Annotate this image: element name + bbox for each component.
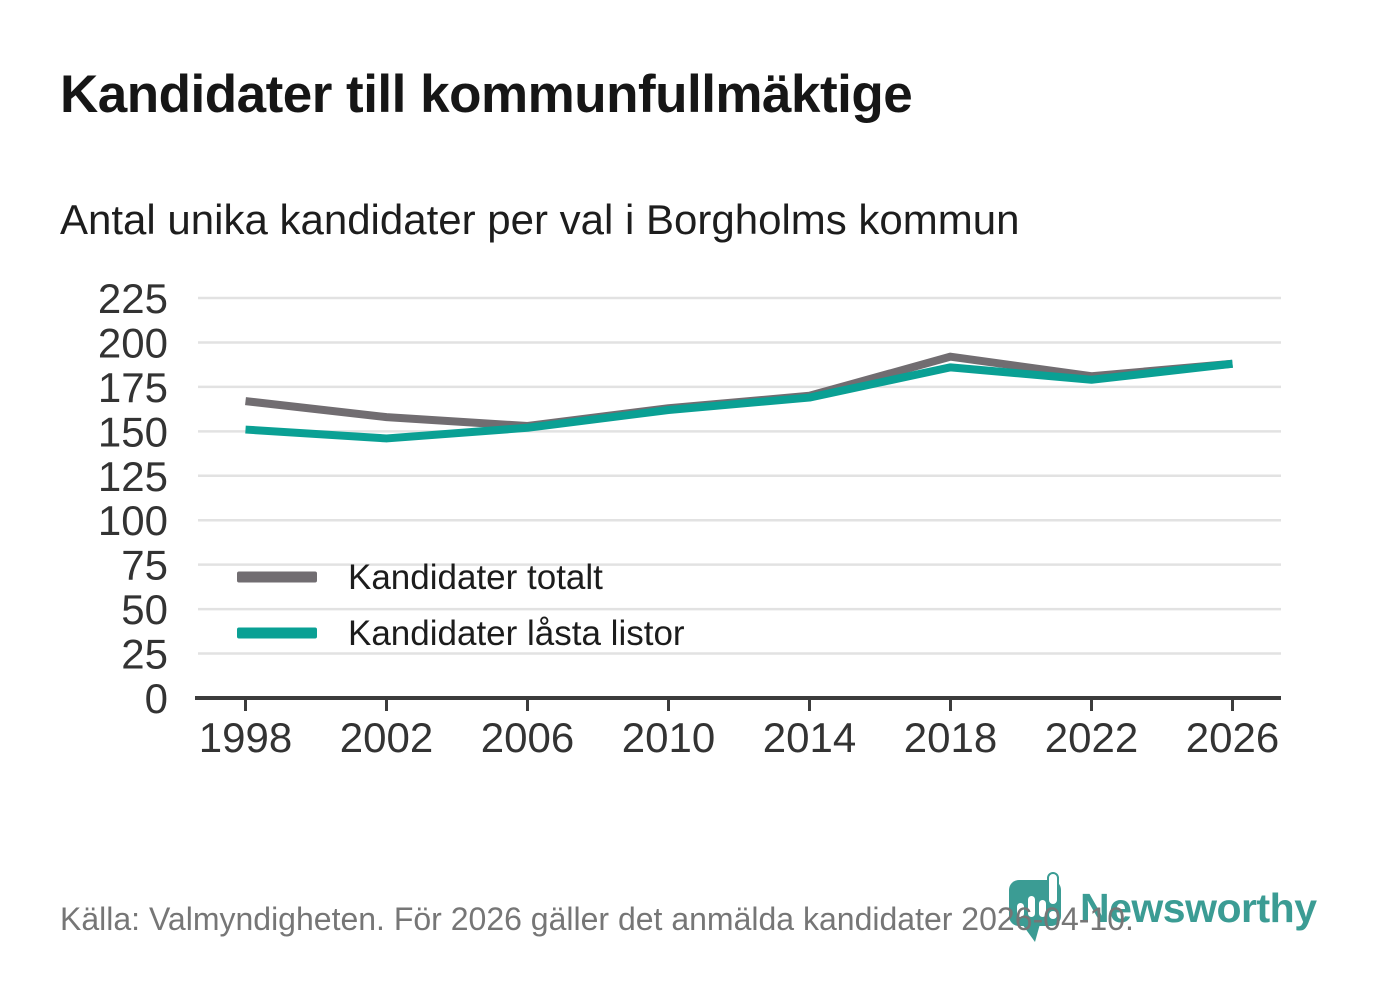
y-tick-label: 175 xyxy=(98,364,168,411)
legend-swatch-0 xyxy=(237,571,317,583)
newsworthy-logo[interactable]: Newsworthy xyxy=(1008,872,1317,950)
y-tick-label: 125 xyxy=(98,453,168,500)
y-tick-label: 200 xyxy=(98,319,168,366)
x-tick-label: 2018 xyxy=(904,714,997,761)
newsworthy-icon xyxy=(1009,872,1061,942)
x-tick-label: 2026 xyxy=(1186,714,1279,761)
legend-label-0: Kandidater totalt xyxy=(348,558,603,597)
legend-swatch-1 xyxy=(237,627,317,639)
x-tick-label: 2006 xyxy=(481,714,574,761)
y-tick-label: 0 xyxy=(145,675,168,722)
legend-label-1: Kandidater låsta listor xyxy=(348,614,685,653)
newsworthy-wordmark: Newsworthy xyxy=(1080,885,1317,931)
chart-subtitle: Antal unika kandidater per val i Borghol… xyxy=(60,196,1020,243)
source-note: Källa: Valmyndigheten. För 2026 gäller d… xyxy=(60,901,1134,937)
x-tick-label: 2002 xyxy=(340,714,433,761)
chart-title: Kandidater till kommunfullmäktige xyxy=(60,65,913,124)
y-tick-label: 150 xyxy=(98,408,168,455)
x-tick-label: 2014 xyxy=(763,714,856,761)
x-tick-label: 1998 xyxy=(199,714,292,761)
y-tick-label: 100 xyxy=(98,497,168,544)
y-tick-label: 75 xyxy=(121,542,168,589)
x-tick-label: 2010 xyxy=(622,714,715,761)
y-tick-label: 50 xyxy=(121,586,168,633)
y-tick-label: 25 xyxy=(121,631,168,678)
series-line-0 xyxy=(245,352,1233,430)
series-line-1 xyxy=(245,359,1233,443)
x-tick-label: 2022 xyxy=(1045,714,1138,761)
y-tick-label: 225 xyxy=(98,275,168,322)
